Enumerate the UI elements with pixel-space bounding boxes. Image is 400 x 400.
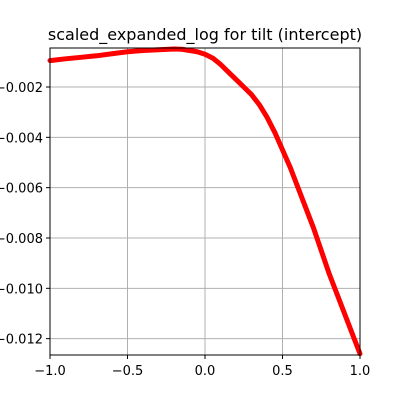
y-tick-label: −0.004 (0, 131, 43, 146)
series-layer (47, 46, 363, 357)
grid (49, 48, 361, 355)
y-tick-label: −0.002 (0, 81, 43, 96)
y-tick-label: −0.006 (0, 182, 43, 197)
y-tick-label: −0.010 (0, 282, 43, 297)
series-line (47, 46, 363, 357)
x-tick-label: 0.5 (272, 364, 293, 379)
ticks: −1.0 −0.5 0.0 0.5 1.0 −0.002 −0.004 −0.006 −0.00… (0, 81, 370, 379)
x-tick-label: −0.5 (112, 364, 144, 379)
x-tick-label: 0.0 (195, 364, 216, 379)
x-tick-label: −1.0 (34, 364, 66, 379)
x-tick-label: 1.0 (350, 364, 371, 379)
chart-title: scaled_expanded_log for tilt (intercept) (48, 25, 362, 45)
y-tick-label: −0.008 (0, 232, 43, 247)
y-tick-label: −0.012 (0, 333, 43, 348)
